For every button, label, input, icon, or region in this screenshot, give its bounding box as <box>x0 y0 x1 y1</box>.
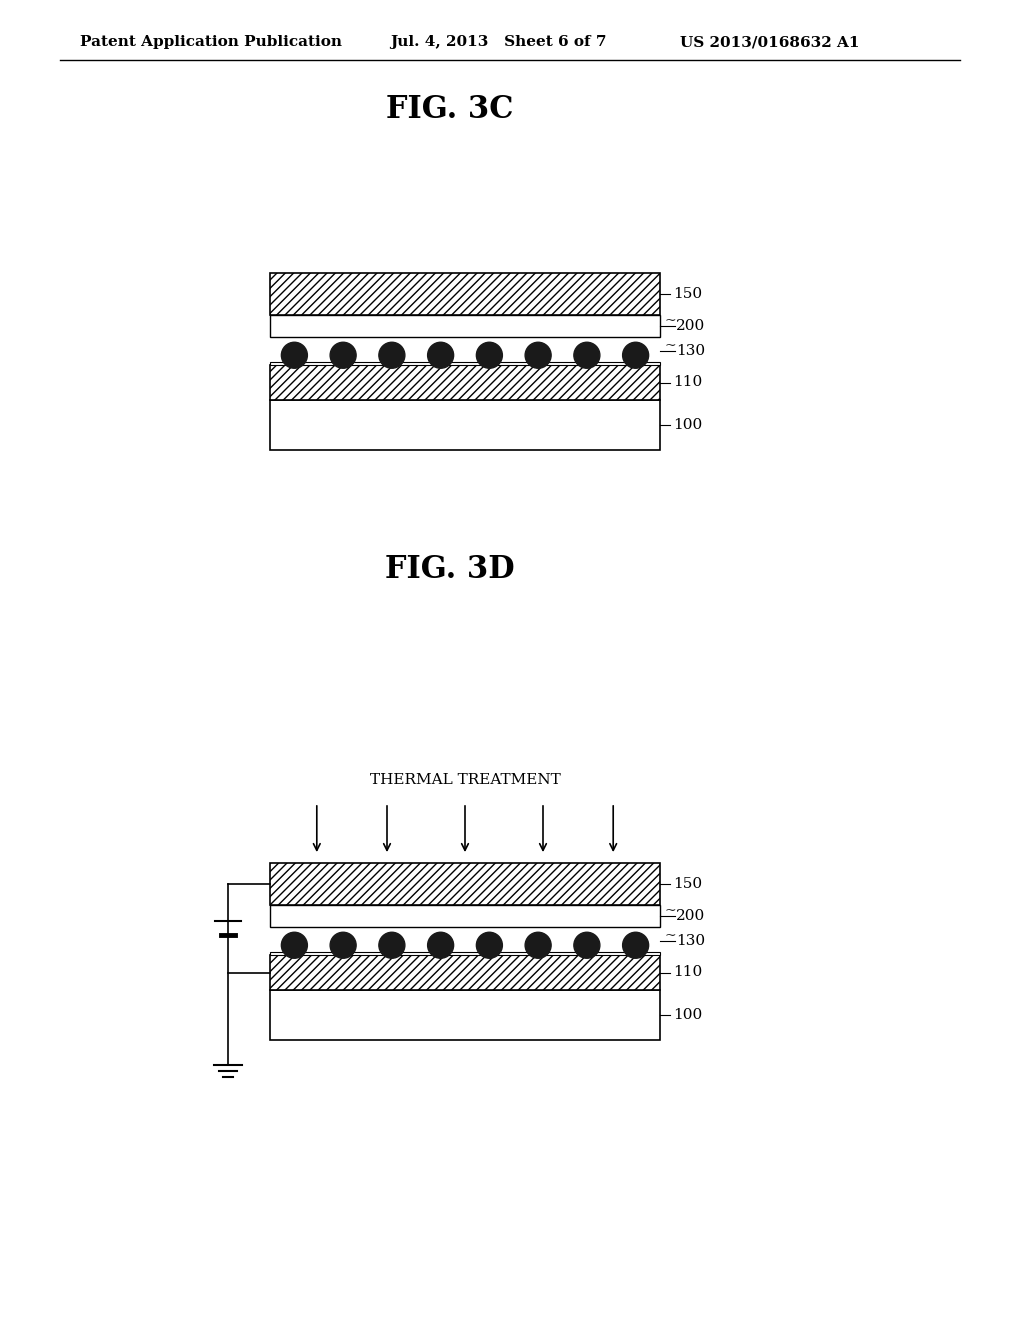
Text: 200: 200 <box>676 319 706 333</box>
Circle shape <box>525 932 551 958</box>
Text: 200: 200 <box>676 909 706 923</box>
Bar <box>270 863 660 906</box>
Text: THERMAL TREATMENT: THERMAL TREATMENT <box>370 774 560 787</box>
Text: 150: 150 <box>673 286 702 301</box>
Bar <box>270 990 660 1040</box>
Circle shape <box>330 932 356 958</box>
Circle shape <box>330 342 356 368</box>
Text: 100: 100 <box>673 1008 702 1022</box>
Bar <box>270 906 660 927</box>
Text: Jul. 4, 2013   Sheet 6 of 7: Jul. 4, 2013 Sheet 6 of 7 <box>390 36 606 49</box>
Bar <box>270 400 660 450</box>
Text: ~: ~ <box>664 904 676 917</box>
Text: FIG. 3D: FIG. 3D <box>385 554 515 586</box>
Text: FIG. 3C: FIG. 3C <box>386 95 514 125</box>
Text: 110: 110 <box>673 965 702 979</box>
Text: Patent Application Publication: Patent Application Publication <box>80 36 342 49</box>
Circle shape <box>282 342 307 368</box>
Bar <box>270 952 660 954</box>
Circle shape <box>428 342 454 368</box>
Bar <box>270 362 660 366</box>
Text: 130: 130 <box>676 935 706 948</box>
Bar <box>270 954 660 990</box>
Text: 100: 100 <box>673 418 702 432</box>
Circle shape <box>428 932 454 958</box>
Circle shape <box>379 342 404 368</box>
Bar <box>270 315 660 337</box>
Circle shape <box>573 932 600 958</box>
Bar <box>270 366 660 400</box>
Circle shape <box>623 932 648 958</box>
Text: 110: 110 <box>673 375 702 389</box>
Text: 130: 130 <box>676 345 706 358</box>
Text: ~: ~ <box>664 314 676 327</box>
Text: ~: ~ <box>664 339 676 352</box>
Circle shape <box>379 932 404 958</box>
Circle shape <box>573 342 600 368</box>
Text: ~: ~ <box>664 929 676 942</box>
Text: US 2013/0168632 A1: US 2013/0168632 A1 <box>680 36 859 49</box>
Circle shape <box>282 932 307 958</box>
Bar <box>270 273 660 315</box>
Text: 150: 150 <box>673 876 702 891</box>
Circle shape <box>476 932 503 958</box>
Circle shape <box>476 342 503 368</box>
Circle shape <box>623 342 648 368</box>
Circle shape <box>525 342 551 368</box>
